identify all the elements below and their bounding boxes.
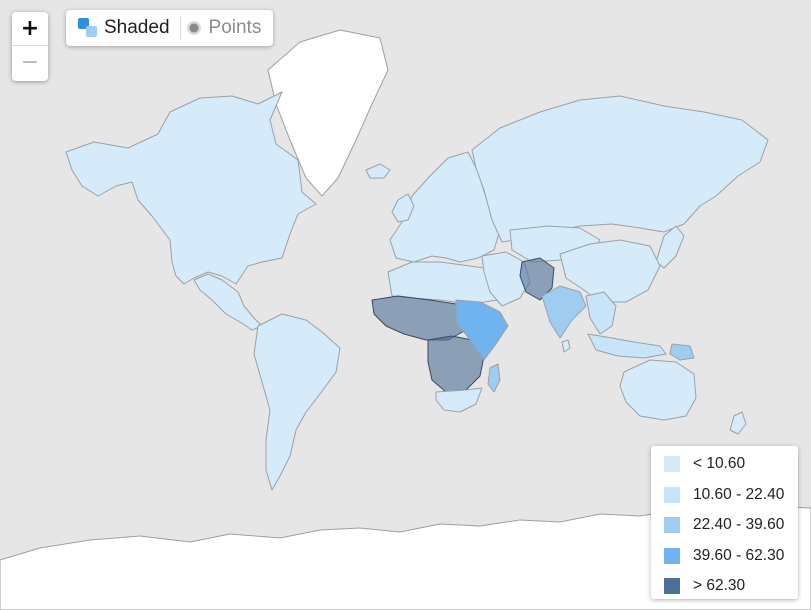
region-iceland[interactable] <box>365 163 391 179</box>
legend-label: < 10.60 <box>693 455 746 473</box>
region-southern-africa[interactable] <box>435 387 483 413</box>
region-sri-lanka[interactable] <box>561 339 571 353</box>
map-legend: < 10.60 10.60 - 22.40 22.40 - 39.60 39.6… <box>651 446 798 599</box>
region-central-africa[interactable] <box>427 335 485 393</box>
shaded-mode-label: Shaded <box>104 17 170 38</box>
region-southeast-asia[interactable] <box>585 291 617 335</box>
mode-divider <box>179 16 181 40</box>
region-madagascar[interactable] <box>487 363 501 393</box>
region-russia[interactable] <box>471 95 769 243</box>
legend-item: < 10.60 <box>651 449 798 480</box>
legend-label: 39.60 - 62.30 <box>693 546 785 564</box>
legend-label: 10.60 - 22.40 <box>693 485 785 503</box>
legend-item: > 62.30 <box>651 571 798 602</box>
zoom-control: + − <box>12 12 48 81</box>
legend-item: 39.60 - 62.30 <box>651 541 798 572</box>
zoom-out-button[interactable]: − <box>12 46 48 80</box>
region-north-america[interactable] <box>65 91 317 285</box>
points-icon <box>186 21 201 35</box>
legend-swatch <box>664 486 680 503</box>
region-europe[interactable] <box>389 151 501 263</box>
region-new-zealand[interactable] <box>729 411 747 435</box>
region-australia[interactable] <box>619 359 697 421</box>
legend-item: 22.40 - 39.60 <box>651 510 798 541</box>
legend-label: 22.40 - 39.60 <box>693 516 785 534</box>
legend-swatch <box>664 517 680 534</box>
legend-swatch <box>664 547 680 564</box>
region-india[interactable] <box>541 285 587 339</box>
points-mode-label: Points <box>208 17 262 38</box>
region-west-africa[interactable] <box>371 295 471 341</box>
region-south-america[interactable] <box>253 313 341 491</box>
shaded-mode-option[interactable]: Shaded <box>66 10 180 46</box>
points-mode-option[interactable]: Points <box>181 10 272 46</box>
legend-swatch <box>664 578 680 595</box>
zoom-in-button[interactable]: + <box>12 12 48 46</box>
region-papua-new-guinea[interactable] <box>669 343 695 361</box>
region-east-africa[interactable] <box>455 299 509 361</box>
region-china[interactable] <box>559 239 661 303</box>
map-mode-toggle: Shaded Points <box>66 10 273 46</box>
region-greenland[interactable] <box>267 29 389 197</box>
region-indonesia[interactable] <box>587 333 667 359</box>
legend-item: 10.60 - 22.40 <box>651 480 798 511</box>
shaded-icon <box>78 18 98 38</box>
region-britain[interactable] <box>391 193 415 223</box>
legend-label: > 62.30 <box>693 577 746 595</box>
region-middle-east[interactable] <box>481 251 531 307</box>
legend-swatch <box>664 456 680 473</box>
